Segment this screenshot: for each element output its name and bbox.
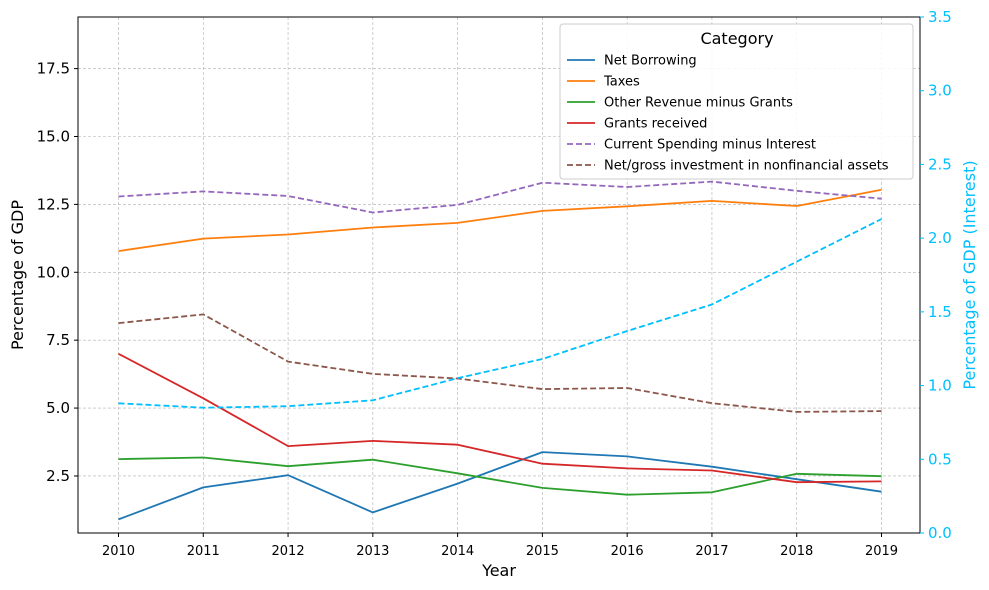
right-axis: 0.0 0.5 1.0 1.5 2.0 2.5 3.0 3.5 [920,8,952,542]
series-line-current-spending-minus-interest [118,180,882,214]
x-axis-title: Year [481,561,516,580]
series-line-other-revenue-minus-grants [118,456,882,496]
y-tick-label: 7.5 [46,331,70,349]
y-tick-label: 2.5 [46,467,70,485]
legend-box [559,23,914,180]
series-line-net-gross-investment-in-nonfinancial-assets [118,313,882,413]
legend-label: Grants received [604,117,707,132]
y-tick-label: 12.5 [37,195,70,213]
x-tick-label: 2019 [865,544,898,559]
series-line-taxes [118,188,882,252]
x-tick-label: 2014 [441,544,474,559]
legend-label: Net/gross investment in nonfinancial ass… [604,159,889,174]
series-line-grants-received [118,353,882,484]
y-right-tick-label: 3.5 [928,8,952,26]
y-right-tick-label: 1.0 [928,377,952,395]
x-tick-label: 2018 [780,544,813,559]
x-axis: 2010 2011 2012 2013 2014 2015 2016 2017 2018 2019 [102,533,898,559]
x-tick-label: 2016 [611,544,644,559]
left-axis: 2.5 5.0 7.5 10.0 12.5 15.0 17.5 [37,60,78,485]
y-right-tick-label: 0.5 [928,450,952,468]
x-tick-label: 2013 [356,544,389,559]
y-right-tick-label: 2.5 [928,155,952,173]
legend-label: Current Spending minus Interest [604,138,816,153]
x-tick-label: 2015 [526,544,559,559]
x-tick-label: 2011 [187,544,220,559]
y-right-tick-label: 1.5 [928,303,952,321]
y-axis-right-title: Percentage of GDP (Interest) [960,160,979,389]
y-axis-title: Percentage of GDP [8,200,27,350]
series-line-interest [118,218,882,409]
legend-label: Net Borrowing [604,54,697,69]
x-tick-label: 2010 [102,544,135,559]
y-tick-label: 17.5 [37,60,70,78]
legend: Category Net Borrowing Taxes Other Revenue… [559,23,914,180]
series-line-net-borrowing [118,451,882,521]
legend-title: Category [700,29,773,48]
legend-label: Other Revenue minus Grants [604,96,793,111]
y-tick-label: 10.0 [37,263,70,281]
y-right-tick-label: 3.0 [928,82,952,100]
y-right-tick-label: 0.0 [928,524,952,542]
legend-entries: Net Borrowing Taxes Other Revenue minus Gr… [567,54,889,174]
x-tick-label: 2017 [695,544,728,559]
legend-label: Taxes [603,75,640,90]
plot-frame [77,16,921,534]
y-tick-label: 5.0 [46,399,70,417]
y-right-tick-label: 2.0 [928,229,952,247]
x-tick-label: 2012 [272,544,305,559]
y-tick-label: 15.0 [37,127,70,145]
series-layer [118,180,882,521]
